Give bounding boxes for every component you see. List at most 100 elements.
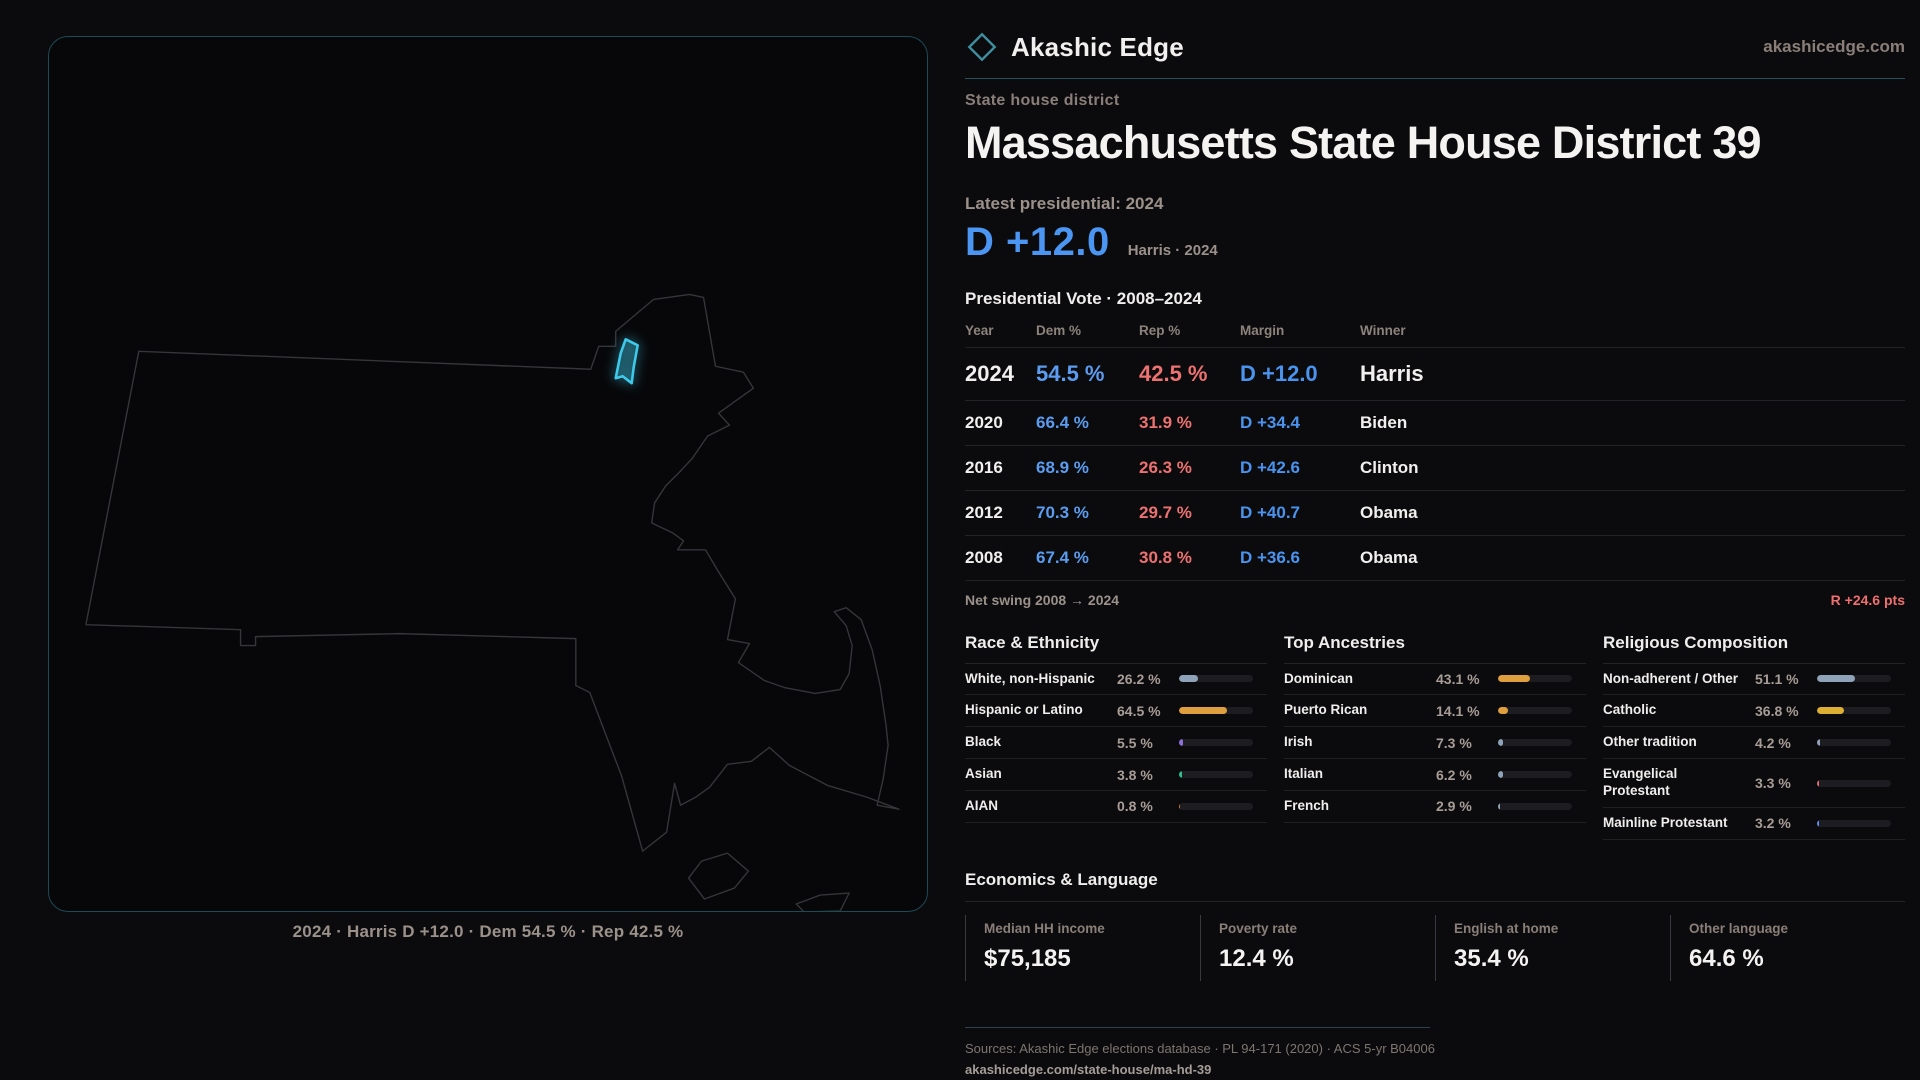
cell-year: 2012 — [965, 502, 1003, 522]
section-title: Religious Composition — [1603, 633, 1905, 664]
bar-fill — [1498, 802, 1501, 810]
demo-row: Catholic 36.8 % — [1603, 695, 1905, 728]
bar-track — [1179, 675, 1253, 683]
cell-year: 2024 — [965, 360, 1014, 386]
table-row: 2024 54.5 % 42.5 % D +12.0 Harris — [965, 348, 1905, 401]
state-outline-shape — [85, 293, 900, 852]
stat-poverty-rate: Poverty rate 12.4 % — [1200, 914, 1435, 981]
demo-value: 7.3 % — [1436, 734, 1472, 751]
demo-label: White, non-Hispanic — [965, 670, 1095, 686]
cell-dem-pct: 68.9 % — [1036, 457, 1089, 477]
page-title: Massachusetts State House District 39 — [965, 117, 1762, 168]
demo-row: Non-adherent / Other 51.1 % — [1603, 664, 1905, 696]
cell-year: 2020 — [965, 412, 1003, 432]
economics-section-title: Economics & Language — [965, 870, 1905, 902]
cell-winner: Obama — [1360, 502, 1418, 522]
bar-track — [1817, 819, 1891, 827]
demo-row: Asian 3.8 % — [965, 759, 1267, 791]
bar-track — [1498, 675, 1572, 683]
map-caption: 2024 · Harris D +12.0 · Dem 54.5 % · Rep… — [292, 922, 684, 941]
report-panel: Akashic Edge akashicedge.com State house… — [965, 0, 1905, 1077]
stat-label: Poverty rate — [1219, 920, 1298, 936]
sources-divider — [965, 1026, 1430, 1028]
bar-fill — [1498, 675, 1530, 683]
cell-rep-pct: 31.9 % — [1139, 412, 1192, 432]
table-row: 2008 67.4 % 30.8 % D +36.6 Obama — [965, 536, 1905, 581]
permalink[interactable]: akashicedge.com/state-house/ma-hd-39 — [965, 1061, 1212, 1077]
economics-stats: Median HH income $75,185 Poverty rate 12… — [965, 914, 1905, 981]
race-ethnicity-column: Race & Ethnicity White, non-Hispanic 26.… — [965, 633, 1267, 840]
demo-label: Catholic — [1603, 702, 1657, 718]
bar-fill — [1498, 707, 1509, 715]
bar-fill — [1179, 675, 1199, 683]
presidential-vote-table: Year Dem % Rep % Margin Winner 2024 54.5… — [965, 323, 1905, 608]
stat-label: Other language — [1689, 920, 1789, 936]
headline-margin: D +12.0 Harris · 2024 — [965, 220, 1905, 265]
massachusetts-map — [85, 293, 900, 913]
demo-label: French — [1284, 798, 1330, 813]
bar-fill — [1179, 707, 1227, 715]
state-map-panel — [48, 36, 928, 913]
bar-track — [1179, 739, 1253, 747]
cell-dem-pct: 66.4 % — [1036, 412, 1089, 432]
bar-fill — [1179, 771, 1182, 779]
cell-margin: D +40.7 — [1240, 502, 1301, 522]
demo-row: Black 5.5 % — [965, 727, 1267, 760]
nantucket-outline — [795, 892, 850, 913]
cell-winner: Biden — [1360, 412, 1408, 432]
demo-value: 0.8 % — [1117, 798, 1153, 815]
sources-text: Sources: Akashic Edge elections database… — [965, 1040, 1435, 1056]
bar-track — [1817, 739, 1891, 747]
demo-row: Evangelical Protestant 3.3 % — [1603, 759, 1905, 808]
demo-label: Italian — [1284, 766, 1324, 782]
cell-dem-pct: 70.3 % — [1036, 502, 1089, 522]
bar-track — [1498, 771, 1572, 779]
col-header-margin: Margin — [1240, 322, 1285, 338]
demo-value: 3.3 % — [1755, 775, 1791, 791]
demo-label: Hispanic or Latino — [965, 702, 1083, 718]
demo-label: Irish — [1284, 734, 1313, 750]
bar-track — [1817, 675, 1891, 683]
demo-value: 5.5 % — [1117, 734, 1153, 751]
demo-row: Italian 6.2 % — [1284, 759, 1586, 791]
bar-track — [1817, 779, 1891, 787]
bar-track — [1498, 707, 1572, 715]
table-row: 2016 68.9 % 26.3 % D +42.6 Clinton — [965, 446, 1905, 491]
cell-rep-pct: 26.3 % — [1139, 457, 1192, 477]
demo-value: 2.9 % — [1436, 798, 1472, 815]
bar-track — [1179, 802, 1253, 810]
religious-composition-column: Religious Composition Non-adherent / Oth… — [1603, 633, 1905, 840]
demo-row: Irish 7.3 % — [1284, 727, 1586, 760]
demographics-section: Race & Ethnicity White, non-Hispanic 26.… — [965, 633, 1905, 840]
bar-track — [1498, 739, 1572, 747]
demo-value: 3.2 % — [1755, 815, 1791, 832]
headline-margin-sub: Harris · 2024 — [1127, 241, 1218, 259]
net-swing-row: Net swing 2008 → 2024 R +24.6 pts — [965, 581, 1905, 608]
bar-fill — [1817, 779, 1820, 787]
stat-label: English at home — [1454, 920, 1559, 936]
demo-label: AIAN — [965, 798, 998, 813]
demo-row: Other tradition 4.2 % — [1603, 727, 1905, 760]
cell-rep-pct: 29.7 % — [1139, 502, 1192, 522]
bar-fill — [1179, 802, 1180, 810]
bar-track — [1498, 802, 1572, 810]
table-header-row: Year Dem % Rep % Margin Winner — [965, 323, 1905, 348]
demo-label: Other tradition — [1603, 734, 1697, 750]
bar-fill — [1498, 771, 1503, 779]
cell-margin: D +12.0 — [1240, 360, 1318, 386]
section-title: Top Ancestries — [1284, 633, 1586, 664]
cell-year: 2008 — [965, 547, 1003, 567]
cell-year: 2016 — [965, 457, 1003, 477]
demo-label: Evangelical Protestant — [1603, 766, 1678, 798]
demo-value: 36.8 % — [1755, 702, 1799, 719]
cell-winner: Harris — [1360, 360, 1424, 386]
col-header-winner: Winner — [1360, 322, 1406, 338]
brand-domain-link[interactable]: akashicedge.com — [1763, 37, 1905, 56]
col-header-dem: Dem % — [1036, 322, 1082, 338]
cell-dem-pct: 67.4 % — [1036, 547, 1089, 567]
demo-label: Dominican — [1284, 670, 1354, 686]
table-row: 2012 70.3 % 29.7 % D +40.7 Obama — [965, 491, 1905, 536]
bar-fill — [1817, 739, 1821, 747]
demo-value: 26.2 % — [1117, 670, 1161, 687]
cell-winner: Clinton — [1360, 457, 1419, 477]
